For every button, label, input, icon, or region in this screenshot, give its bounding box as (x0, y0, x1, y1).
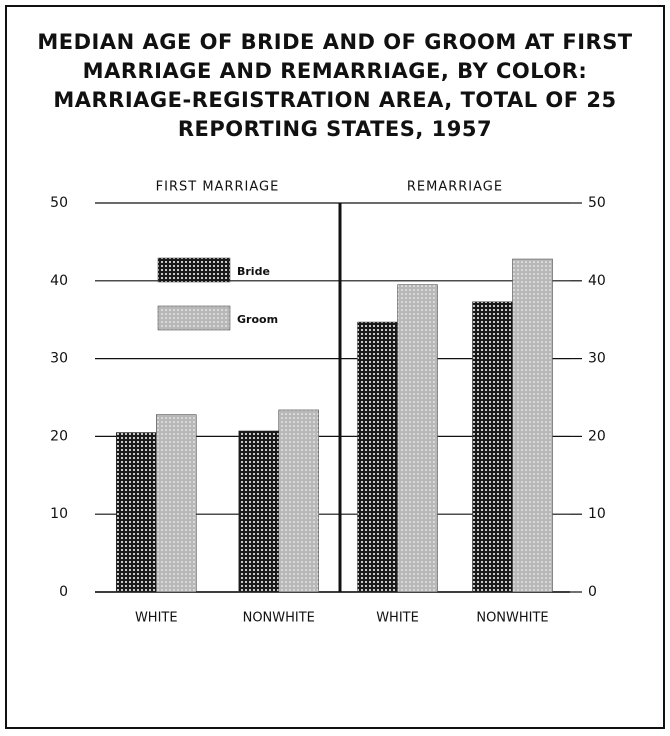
bar (116, 432, 157, 593)
group-label: REMARRIAGE (407, 180, 503, 195)
y-tick-label: 20 (50, 428, 68, 444)
x-tick-label: WHITE (376, 611, 419, 626)
y2-tick-label: 10 (588, 506, 606, 522)
y2-tick-label: 0 (588, 584, 597, 600)
y2-tick-label: 30 (588, 351, 606, 367)
legend-swatch (157, 305, 231, 331)
y-tick-label: 0 (59, 584, 68, 600)
bar (357, 321, 398, 593)
x-tick-label: WHITE (135, 611, 178, 626)
y-tick-label: 40 (50, 273, 68, 289)
bar (512, 258, 553, 593)
bar (238, 430, 279, 593)
x-tick-label: NONWHITE (243, 611, 315, 626)
bar (156, 414, 197, 593)
y-tick-label: 10 (50, 506, 68, 522)
y-tick-label: 50 (50, 195, 68, 211)
y-tick-label: 30 (50, 351, 68, 367)
bar (472, 301, 513, 593)
legend-swatch (157, 257, 231, 283)
y2-tick-label: 20 (588, 428, 606, 444)
x-tick-label: NONWHITE (476, 611, 548, 626)
group-label: FIRST MARRIAGE (156, 180, 280, 195)
legend-label: Groom (237, 313, 278, 326)
bar (397, 284, 438, 593)
chart-title: MEDIAN AGE OF BRIDE AND OF GROOM AT FIRS… (37, 30, 633, 141)
y2-tick-label: 40 (588, 273, 606, 289)
y2-tick-label: 50 (588, 195, 606, 211)
legend-label: Bride (237, 265, 270, 278)
bar (278, 409, 319, 593)
frame (5, 5, 665, 729)
